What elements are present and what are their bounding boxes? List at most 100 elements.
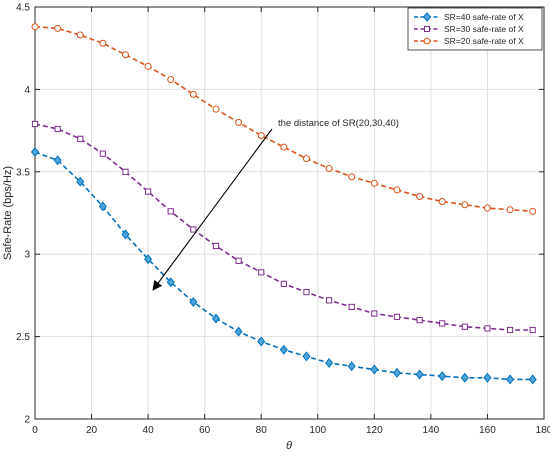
data-point-diamond bbox=[76, 176, 85, 187]
legend-marker-sr30 bbox=[424, 26, 430, 32]
data-point-diamond bbox=[189, 296, 198, 307]
data-point-diamond bbox=[392, 367, 401, 378]
legend-entry-sr40: SR=40 safe-rate of X bbox=[414, 12, 524, 22]
data-point-circle bbox=[121, 51, 129, 59]
data-point-circle bbox=[348, 173, 356, 181]
data-point-square bbox=[54, 125, 61, 133]
data-point-circle bbox=[144, 62, 152, 70]
legend-label-sr30: SR=30 safe-rate of X bbox=[444, 24, 524, 34]
data-point-diamond bbox=[121, 229, 130, 240]
legend-entry-sr20: SR=20 safe-rate of X bbox=[414, 36, 524, 46]
data-point-diamond bbox=[460, 372, 469, 383]
data-point-circle bbox=[76, 31, 84, 39]
axis-ticks: 0 20 40 60 80 100 120 140 160 180 2 2.5 3 3.5 4 4.5 bbox=[16, 3, 550, 437]
x-tick-label: 80 bbox=[256, 425, 268, 436]
data-point-circle bbox=[235, 118, 243, 126]
data-point-square bbox=[371, 310, 378, 317]
legend-marker-sr40 bbox=[422, 12, 432, 22]
data-point-circle bbox=[370, 179, 378, 187]
data-point-diamond bbox=[234, 326, 243, 337]
data-point-square bbox=[461, 323, 468, 330]
data-point-diamond bbox=[211, 313, 221, 324]
y-tick-label: 3.5 bbox=[16, 167, 30, 178]
data-point-square bbox=[348, 303, 355, 311]
data-point-square bbox=[303, 289, 310, 296]
x-tick-label: 100 bbox=[309, 425, 326, 436]
data-point-square bbox=[99, 150, 106, 157]
data-point-circle bbox=[99, 39, 107, 47]
legend-label-sr20: SR=20 safe-rate of X bbox=[444, 36, 524, 46]
data-point-square bbox=[416, 317, 423, 324]
data-point-diamond bbox=[370, 364, 379, 375]
y-tick-label: 4.5 bbox=[16, 3, 30, 14]
data-point-square bbox=[77, 135, 84, 142]
data-point-diamond bbox=[279, 344, 288, 355]
data-point-square bbox=[190, 226, 197, 233]
data-point-circle bbox=[189, 90, 197, 98]
data-point-circle bbox=[302, 155, 310, 163]
annotation-arrow bbox=[152, 128, 273, 291]
data-point-square bbox=[529, 326, 536, 334]
x-tick-label: 160 bbox=[479, 425, 496, 436]
data-point-square bbox=[506, 326, 514, 334]
data-point-circle bbox=[393, 186, 401, 194]
data-point-square bbox=[280, 280, 287, 287]
data-point-diamond bbox=[98, 201, 107, 212]
x-tick-label: 120 bbox=[366, 425, 383, 436]
data-point-square bbox=[31, 120, 39, 128]
data-point-diamond bbox=[415, 369, 424, 380]
data-point-circle bbox=[461, 201, 469, 209]
data-point-square bbox=[145, 188, 152, 195]
data-point-circle bbox=[212, 105, 220, 113]
data-point-square bbox=[235, 257, 242, 264]
data-point-square bbox=[212, 242, 220, 250]
data-point-square bbox=[393, 313, 401, 320]
y-tick-label: 2 bbox=[24, 415, 30, 426]
y-tick-label: 4 bbox=[24, 85, 30, 96]
data-point-diamond bbox=[144, 254, 153, 265]
legend-entry-sr30: SR=30 safe-rate of X bbox=[414, 24, 524, 34]
data-point-circle bbox=[257, 132, 265, 140]
data-point-diamond bbox=[483, 372, 492, 383]
x-tick-label: 40 bbox=[143, 425, 155, 436]
data-point-circle bbox=[54, 24, 62, 32]
legend-marker-sr20 bbox=[423, 37, 431, 45]
data-point-diamond bbox=[438, 371, 447, 382]
data-point-square bbox=[122, 168, 129, 175]
data-point-square bbox=[439, 320, 446, 327]
data-point-diamond bbox=[257, 336, 266, 347]
x-tick-label: 180 bbox=[536, 425, 550, 436]
data-point-circle bbox=[167, 76, 175, 84]
x-tick-label: 0 bbox=[32, 425, 38, 436]
data-point-square bbox=[258, 269, 265, 276]
annotation-text: the distance of SR(20,30,40) bbox=[278, 118, 399, 129]
legend: SR=40 safe-rate of X SR=30 safe-rate of … bbox=[407, 7, 543, 51]
annotation: the distance of SR(20,30,40) bbox=[152, 118, 399, 291]
data-point-circle bbox=[529, 207, 537, 215]
data-point-circle bbox=[483, 204, 491, 212]
data-point-diamond bbox=[347, 361, 356, 372]
data-point-circle bbox=[280, 143, 288, 151]
x-tick-label: 140 bbox=[423, 425, 440, 436]
data-point-circle bbox=[438, 197, 446, 205]
data-point-square bbox=[484, 325, 491, 332]
y-tick-label: 2.5 bbox=[16, 332, 30, 343]
y-tick-label: 3 bbox=[24, 250, 30, 261]
x-axis-label: θ bbox=[286, 440, 292, 452]
plot-frame bbox=[34, 6, 545, 420]
data-point-diamond bbox=[53, 155, 62, 166]
data-point-circle bbox=[31, 23, 39, 31]
data-point-circle bbox=[416, 193, 424, 201]
data-point-square bbox=[325, 297, 333, 304]
series-layer bbox=[30, 23, 537, 385]
data-point-diamond bbox=[302, 351, 311, 362]
data-point-diamond bbox=[30, 147, 40, 158]
data-point-circle bbox=[506, 206, 514, 214]
data-point-diamond bbox=[166, 277, 175, 288]
y-axis-label: Safe-Rate (bps/Hz) bbox=[2, 166, 14, 260]
data-point-square bbox=[167, 208, 174, 215]
plot-background bbox=[35, 7, 544, 419]
data-point-diamond bbox=[506, 374, 515, 385]
x-tick-label: 60 bbox=[199, 425, 211, 436]
